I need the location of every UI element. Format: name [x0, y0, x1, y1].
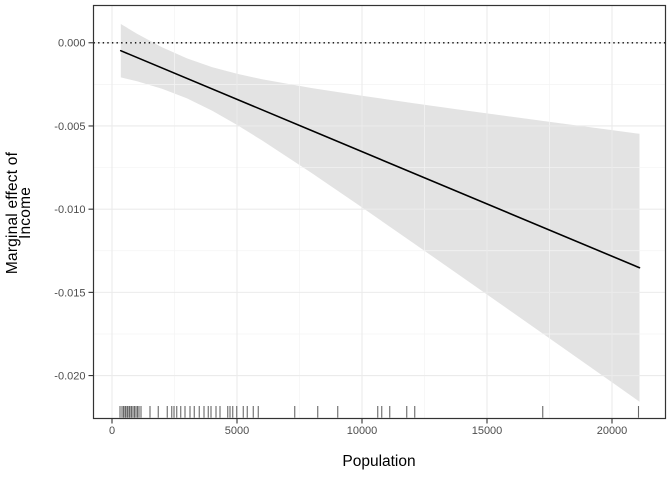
x-tick-label: 20000 [597, 425, 628, 437]
x-tick-label: 10000 [347, 425, 378, 437]
y-tick-label: -0.005 [54, 121, 85, 133]
y-tick-label: -0.015 [54, 287, 85, 299]
x-tick-label: 0 [109, 425, 115, 437]
confidence-band [120, 24, 640, 402]
x-axis-title: Population [342, 453, 416, 470]
x-tick-label: 5000 [225, 425, 249, 437]
y-tick-label: -0.010 [54, 204, 85, 216]
y-tick-label: -0.020 [54, 370, 85, 382]
x-tick-label: 15000 [472, 425, 503, 437]
y-axis-title: Marginal effect of Income [4, 152, 34, 274]
marginal-effect-line [119, 49, 641, 269]
panel-border [92, 4, 667, 420]
y-tick-label: 0.000 [58, 38, 86, 50]
